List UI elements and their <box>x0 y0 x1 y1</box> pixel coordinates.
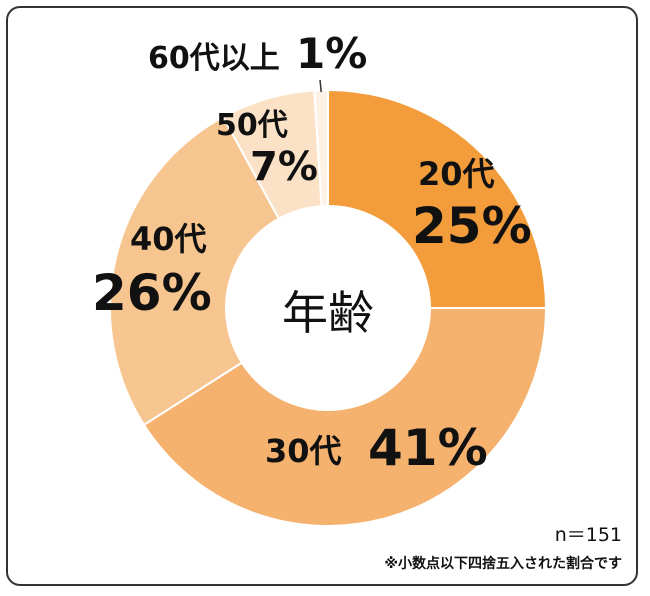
slice-5 <box>313 88 329 208</box>
slice-label-3: 40代 <box>130 220 207 258</box>
slice-label-1: 20代 <box>418 155 495 193</box>
footnote: ※小数点以下四捨五入された割合です <box>384 556 622 572</box>
slice-label-2: 30代 <box>265 432 342 470</box>
slice-value-3: 26% <box>92 264 212 322</box>
slice-1 <box>327 88 548 309</box>
slice-value-5: 1% <box>296 29 367 78</box>
slice-3 <box>109 115 281 427</box>
leader-line <box>319 79 322 93</box>
sample-size-label: n＝151 <box>554 524 622 546</box>
slice-label-4: 50代 <box>216 108 288 143</box>
center-label: 年齢 <box>282 286 374 340</box>
slice-value-1: 25% <box>412 197 532 255</box>
donut-slices <box>109 88 548 527</box>
slice-value-4: 7% <box>250 144 318 190</box>
slice-value-2: 41% <box>368 419 488 477</box>
slice-2 <box>142 307 548 527</box>
slice-label-5: 60代以上 <box>148 41 280 76</box>
